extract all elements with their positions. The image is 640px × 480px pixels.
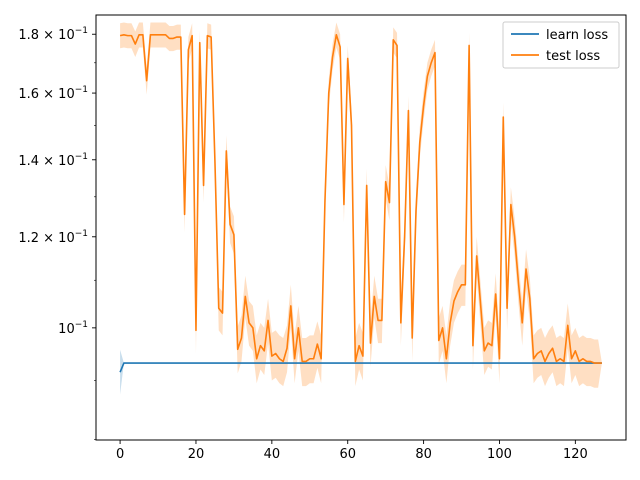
- x-tick-label: 120: [563, 447, 588, 462]
- x-tick-label: 60: [339, 447, 356, 462]
- confidence-bands: [120, 22, 602, 395]
- y-tick-label: 10−1: [58, 320, 88, 337]
- band-test-loss: [120, 22, 602, 388]
- x-tick-label: 20: [188, 447, 205, 462]
- x-axis-ticks: 0 20 40 60 80 100 120: [116, 440, 588, 462]
- x-tick-label: 80: [415, 447, 432, 462]
- x-tick-label: 100: [487, 447, 512, 462]
- series-lines: [119, 34, 602, 373]
- series-line-learn-loss: [119, 362, 602, 373]
- legend-label-test-loss: test loss: [546, 49, 600, 64]
- series-line-test-loss: [119, 34, 602, 364]
- y-axis-ticks: 10−1 1.2 × 10−1 1.4 × 10−1 1.6 × 10−1 1.8 × …: [18, 26, 96, 440]
- x-tick-label: 40: [264, 447, 281, 462]
- y-tick-label: 1.6 × 10−1: [18, 85, 88, 102]
- y-tick-label: 1.4 × 10−1: [18, 152, 88, 169]
- x-tick-label: 0: [116, 447, 124, 462]
- y-tick-label: 1.2 × 10−1: [18, 229, 88, 246]
- y-tick-label: 1.8 × 10−1: [18, 26, 88, 43]
- plot-frame: [95, 14, 627, 441]
- legend: learn loss test loss: [502, 21, 620, 69]
- legend-label-learn-loss: learn loss: [546, 28, 608, 43]
